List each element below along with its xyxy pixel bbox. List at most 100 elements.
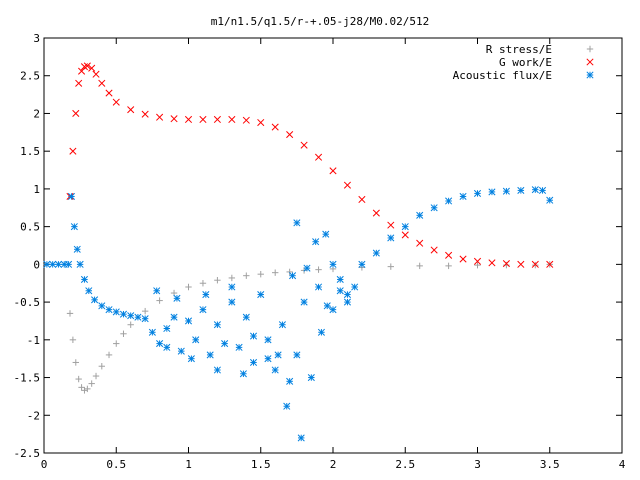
data-point [283,402,291,410]
x-tick-label: 3 [474,458,481,471]
data-point [69,336,77,344]
data-point [314,283,323,291]
data-point [156,340,164,348]
data-point [81,387,88,394]
data-point [473,257,482,265]
axis-ticks [43,37,623,454]
x-tick-label: 2.5 [395,458,415,471]
data-point [372,249,380,257]
y-tick-label: -0.5 [14,296,41,309]
data-point [134,313,142,321]
data-point [315,266,322,273]
data-point [206,351,214,359]
y-tick-label: 2 [33,107,40,120]
data-point [73,245,81,253]
data-point [336,275,344,284]
y-tick-label: 0.5 [20,221,40,234]
data-point [271,366,279,374]
data-point [98,302,106,310]
data-point [538,186,547,194]
data-point [170,313,178,321]
data-point [343,181,352,189]
legend-marker [586,58,594,66]
legend-marker [586,71,594,79]
series-layer [43,62,554,442]
data-point [105,351,113,359]
data-point [532,261,539,269]
data-point [49,260,57,268]
data-point [43,260,51,268]
data-point [148,328,156,336]
data-point [69,147,77,155]
x-tick-label: 1.5 [251,458,271,471]
data-point [177,347,185,355]
data-point [153,287,161,295]
data-point [445,251,453,259]
data-point [416,239,424,247]
data-point [184,115,193,124]
data-point [459,192,467,201]
series-2 [43,186,554,442]
data-point [119,310,128,318]
data-point [72,109,80,118]
data-point [199,280,207,287]
data-point [80,275,89,284]
data-point [387,234,395,242]
data-point [105,89,113,97]
data-point [112,98,120,106]
data-point [76,260,84,268]
legend-label: G work/E [499,56,552,69]
data-point [474,261,481,269]
data-point [445,262,452,270]
data-point [517,260,525,268]
data-point [84,385,91,393]
data-point [286,268,293,276]
data-point [257,290,265,299]
data-point [336,287,344,295]
data-point [387,221,395,229]
data-point [66,310,74,317]
legend-marker [586,45,594,53]
y-tick-label: -2.5 [14,447,41,460]
data-point [503,261,510,269]
data-point [199,306,207,314]
data-point [78,67,86,75]
data-point [314,153,323,161]
data-point [293,351,301,359]
plot-frame [43,37,623,454]
data-point [323,302,331,310]
data-point [173,294,181,302]
data-point [272,269,279,276]
data-point [271,123,279,131]
data-point [235,343,243,351]
data-point [312,238,320,246]
data-point [372,209,380,217]
x-tick-label: 3.5 [540,458,560,471]
data-point [416,262,423,270]
data-point [278,321,286,329]
data-point [242,116,250,124]
x-tick-label: 2 [330,458,337,471]
data-point [120,330,127,337]
data-point [300,141,308,149]
data-point [531,260,539,268]
data-point [127,321,134,328]
legend-label: Acoustic flux/E [453,69,552,82]
data-point [98,79,106,87]
data-point [228,283,236,291]
y-tick-label: 1.5 [20,145,40,158]
data-point [127,312,135,320]
data-point [163,324,171,333]
data-point [184,317,193,325]
data-point [307,373,315,382]
data-point [416,211,424,219]
data-point [141,315,149,323]
y-tick-label: -1 [27,334,40,347]
data-point [213,321,221,329]
data-point [228,274,236,282]
data-point [387,263,394,270]
data-point [163,343,171,351]
data-point [105,306,113,314]
data-point [92,70,100,78]
